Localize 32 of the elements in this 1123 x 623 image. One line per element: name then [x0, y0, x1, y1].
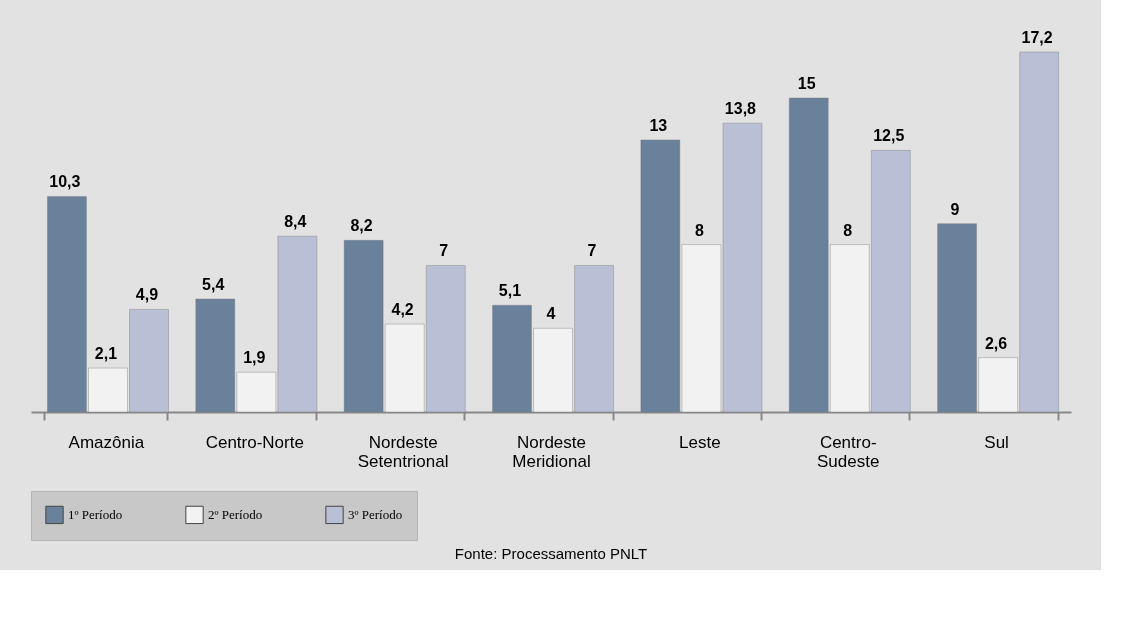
legend-label: 1º Período [68, 506, 123, 522]
x-tick-label: Nordeste Setentrional [357, 432, 449, 471]
data-label: 17,2 [1021, 29, 1053, 46]
data-label: 15 [797, 75, 816, 93]
data-label: 4 [546, 305, 556, 323]
data-label: 7 [439, 242, 449, 260]
data-label: 10,3 [49, 173, 81, 191]
data-label: 12,5 [873, 127, 905, 145]
x-tick-label: Amazônia [68, 432, 145, 452]
data-label: 1,9 [243, 349, 266, 367]
data-label: 9 [950, 200, 960, 218]
legend-label: 3º Período [348, 506, 403, 522]
data-label: 13,8 [724, 100, 757, 118]
source-note: Fonte: Processamento PNLT [454, 544, 648, 562]
data-label: 8,4 [284, 213, 307, 231]
x-tick-label: Nordeste Meridional [512, 432, 591, 471]
data-label: 7 [587, 242, 597, 260]
data-label: 4,9 [135, 286, 159, 304]
data-label: 5,4 [202, 275, 225, 293]
data-label: 2,6 [984, 334, 1008, 352]
x-tick-label: Sul [984, 432, 1009, 452]
x-tick-label: Leste [679, 432, 721, 452]
x-tick-label: Centro-Sudeste [817, 432, 880, 471]
data-label: 13 [649, 116, 668, 134]
x-tick-label: Centro-Norte [205, 432, 304, 452]
data-label: 8 [843, 221, 853, 239]
data-label: 8 [694, 221, 704, 239]
data-label: 8,2 [350, 217, 373, 235]
legend-label: 2º Período [208, 506, 263, 522]
data-label: 2,1 [94, 345, 118, 363]
data-label: 4,2 [391, 301, 414, 319]
data-label: 5,1 [498, 282, 522, 300]
